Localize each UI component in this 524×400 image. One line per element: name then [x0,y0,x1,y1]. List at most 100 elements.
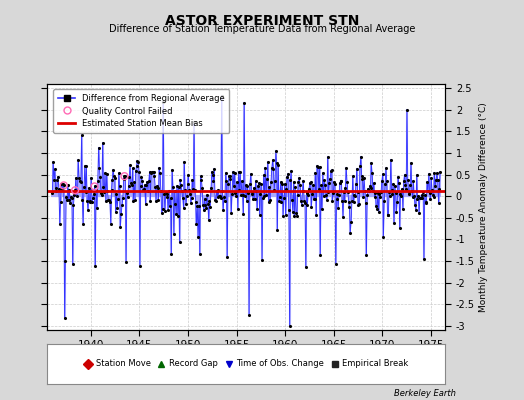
Point [166,203,174,210]
Point [421,198,430,205]
Point [418,195,427,201]
Point [246,171,255,177]
Point [176,177,184,184]
Point [186,190,194,197]
Point [63,182,72,188]
Point [315,164,324,170]
Point [381,165,390,172]
Point [355,200,363,207]
Point [127,182,136,188]
Point [187,200,195,206]
Point [322,192,330,198]
Point [298,202,306,208]
Point [106,199,114,205]
Point [333,190,342,197]
Point [250,184,258,191]
Point [114,196,122,202]
Point [353,165,361,172]
Point [415,210,423,217]
Point [288,197,296,204]
Point [108,176,116,183]
Point [344,189,352,195]
Point [126,162,134,168]
Point [334,204,342,211]
Point [142,182,150,188]
Point [79,220,88,227]
Point [211,196,220,203]
Point [57,181,66,187]
Point [405,190,413,197]
Point [390,183,399,190]
Point [436,169,444,175]
Point [219,207,227,213]
Point [155,165,163,172]
Point [303,202,312,208]
Point [368,170,376,177]
Point [191,186,199,193]
Point [423,179,431,185]
Point [181,187,189,193]
Point [235,187,244,193]
Point [369,180,378,187]
Point [159,99,168,105]
Point [360,175,368,181]
Point [51,166,59,172]
Point [104,196,113,203]
Point [361,188,369,194]
Point [97,190,105,196]
Point [397,193,406,199]
Point [319,170,327,176]
Point [72,174,80,181]
Point [94,178,102,184]
Point [261,164,269,171]
Point [171,201,180,208]
Point [154,185,162,191]
Point [406,182,414,188]
Point [170,188,179,194]
Point [87,175,95,181]
Point [179,205,188,211]
Point [205,198,214,205]
Point [342,164,351,171]
Point [271,177,279,184]
Point [220,194,228,201]
Point [296,182,304,188]
Point [308,191,316,197]
Point [283,174,291,180]
Point [138,178,147,184]
Point [385,189,394,195]
Point [83,198,91,204]
Point [370,194,379,200]
Point [376,194,385,200]
Point [276,194,284,200]
Point [299,178,308,184]
Point [197,177,205,183]
Text: Difference of Station Temperature Data from Regional Average: Difference of Station Temperature Data f… [109,24,415,34]
Point [260,193,269,200]
Point [133,158,141,164]
Point [255,180,263,186]
Point [388,191,397,197]
Point [277,179,285,185]
Point [152,183,161,189]
Point [424,187,432,194]
Point [160,191,168,197]
Point [60,182,68,189]
Point [136,183,145,190]
Point [332,196,341,202]
Point [291,184,299,190]
Point [224,181,232,188]
Point [112,208,120,215]
Point [350,198,358,205]
Point [316,252,324,258]
Point [144,187,152,194]
Point [311,196,319,202]
Point [335,192,343,199]
Point [405,189,413,195]
Point [426,196,434,203]
Point [258,256,266,263]
Point [356,163,364,170]
Point [70,192,79,198]
Point [77,179,85,186]
Point [117,211,125,218]
